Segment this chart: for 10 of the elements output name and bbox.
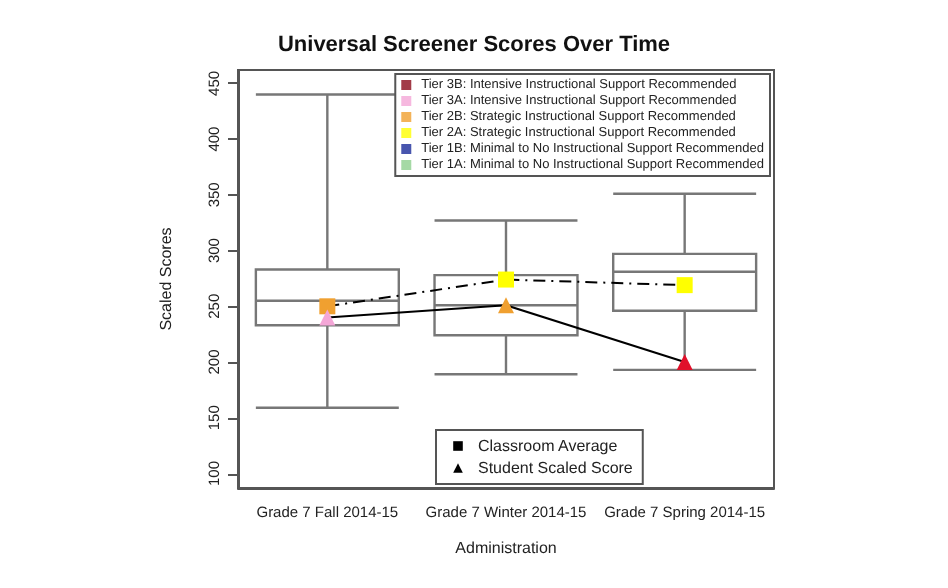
point <box>498 297 514 314</box>
x-axis-title: Administration <box>455 539 557 557</box>
y-axis-title: Scaled Scores <box>157 227 175 331</box>
legend-label: Classroom Average <box>478 437 619 455</box>
point <box>498 271 514 288</box>
legend-label: Student Scaled Score <box>478 459 634 477</box>
chart-title: Universal Screener Scores Over Time <box>277 33 671 57</box>
point <box>319 309 336 326</box>
point <box>676 277 693 294</box>
point <box>676 354 693 371</box>
